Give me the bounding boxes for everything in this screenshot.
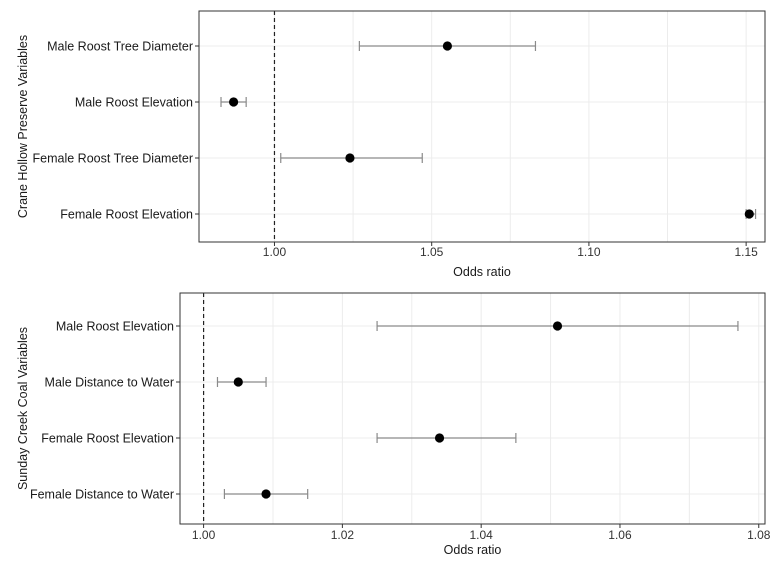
category-label: Female Roost Elevation [41,432,174,446]
x-tick-label: 1.06 [608,528,632,542]
x-tick-label: 1.05 [420,245,444,259]
panel-1-border [198,10,766,243]
category-label: Male Roost Elevation [56,320,174,334]
category-label: Male Roost Tree Diameter [47,40,193,54]
y-axis-title: Sunday Creek Coal Variables [16,327,30,490]
estimate-point [233,377,243,387]
estimate-point [434,433,445,443]
category-label: Female Roost Tree Diameter [33,152,193,166]
estimate-point [345,153,355,163]
x-tick-label: 1.02 [331,528,355,542]
x-tick-label: 1.00 [192,528,216,542]
estimate-point [261,489,271,499]
panel-2-border [179,292,766,525]
x-tick-label: 1.04 [469,528,493,542]
category-label: Male Distance to Water [45,376,174,390]
panel-1-background [199,11,765,242]
estimate-point [442,41,453,51]
estimate-point [552,321,563,331]
estimate-point [228,97,239,107]
x-axis-title: Odds ratio [453,265,511,279]
estimate-point [744,209,754,219]
category-label: Male Roost Elevation [75,96,193,110]
x-tick-label: 1.10 [577,245,601,259]
x-tick-label: 1.00 [263,245,287,259]
x-tick-label: 1.15 [734,245,758,259]
category-label: Female Roost Elevation [60,208,193,222]
panel-2-background [180,293,765,524]
category-label: Female Distance to Water [30,488,174,502]
x-tick-label: 1.08 [747,528,771,542]
x-axis-title: Odds ratio [444,543,502,557]
y-axis-title: Crane Hollow Preserve Variables [16,35,30,218]
